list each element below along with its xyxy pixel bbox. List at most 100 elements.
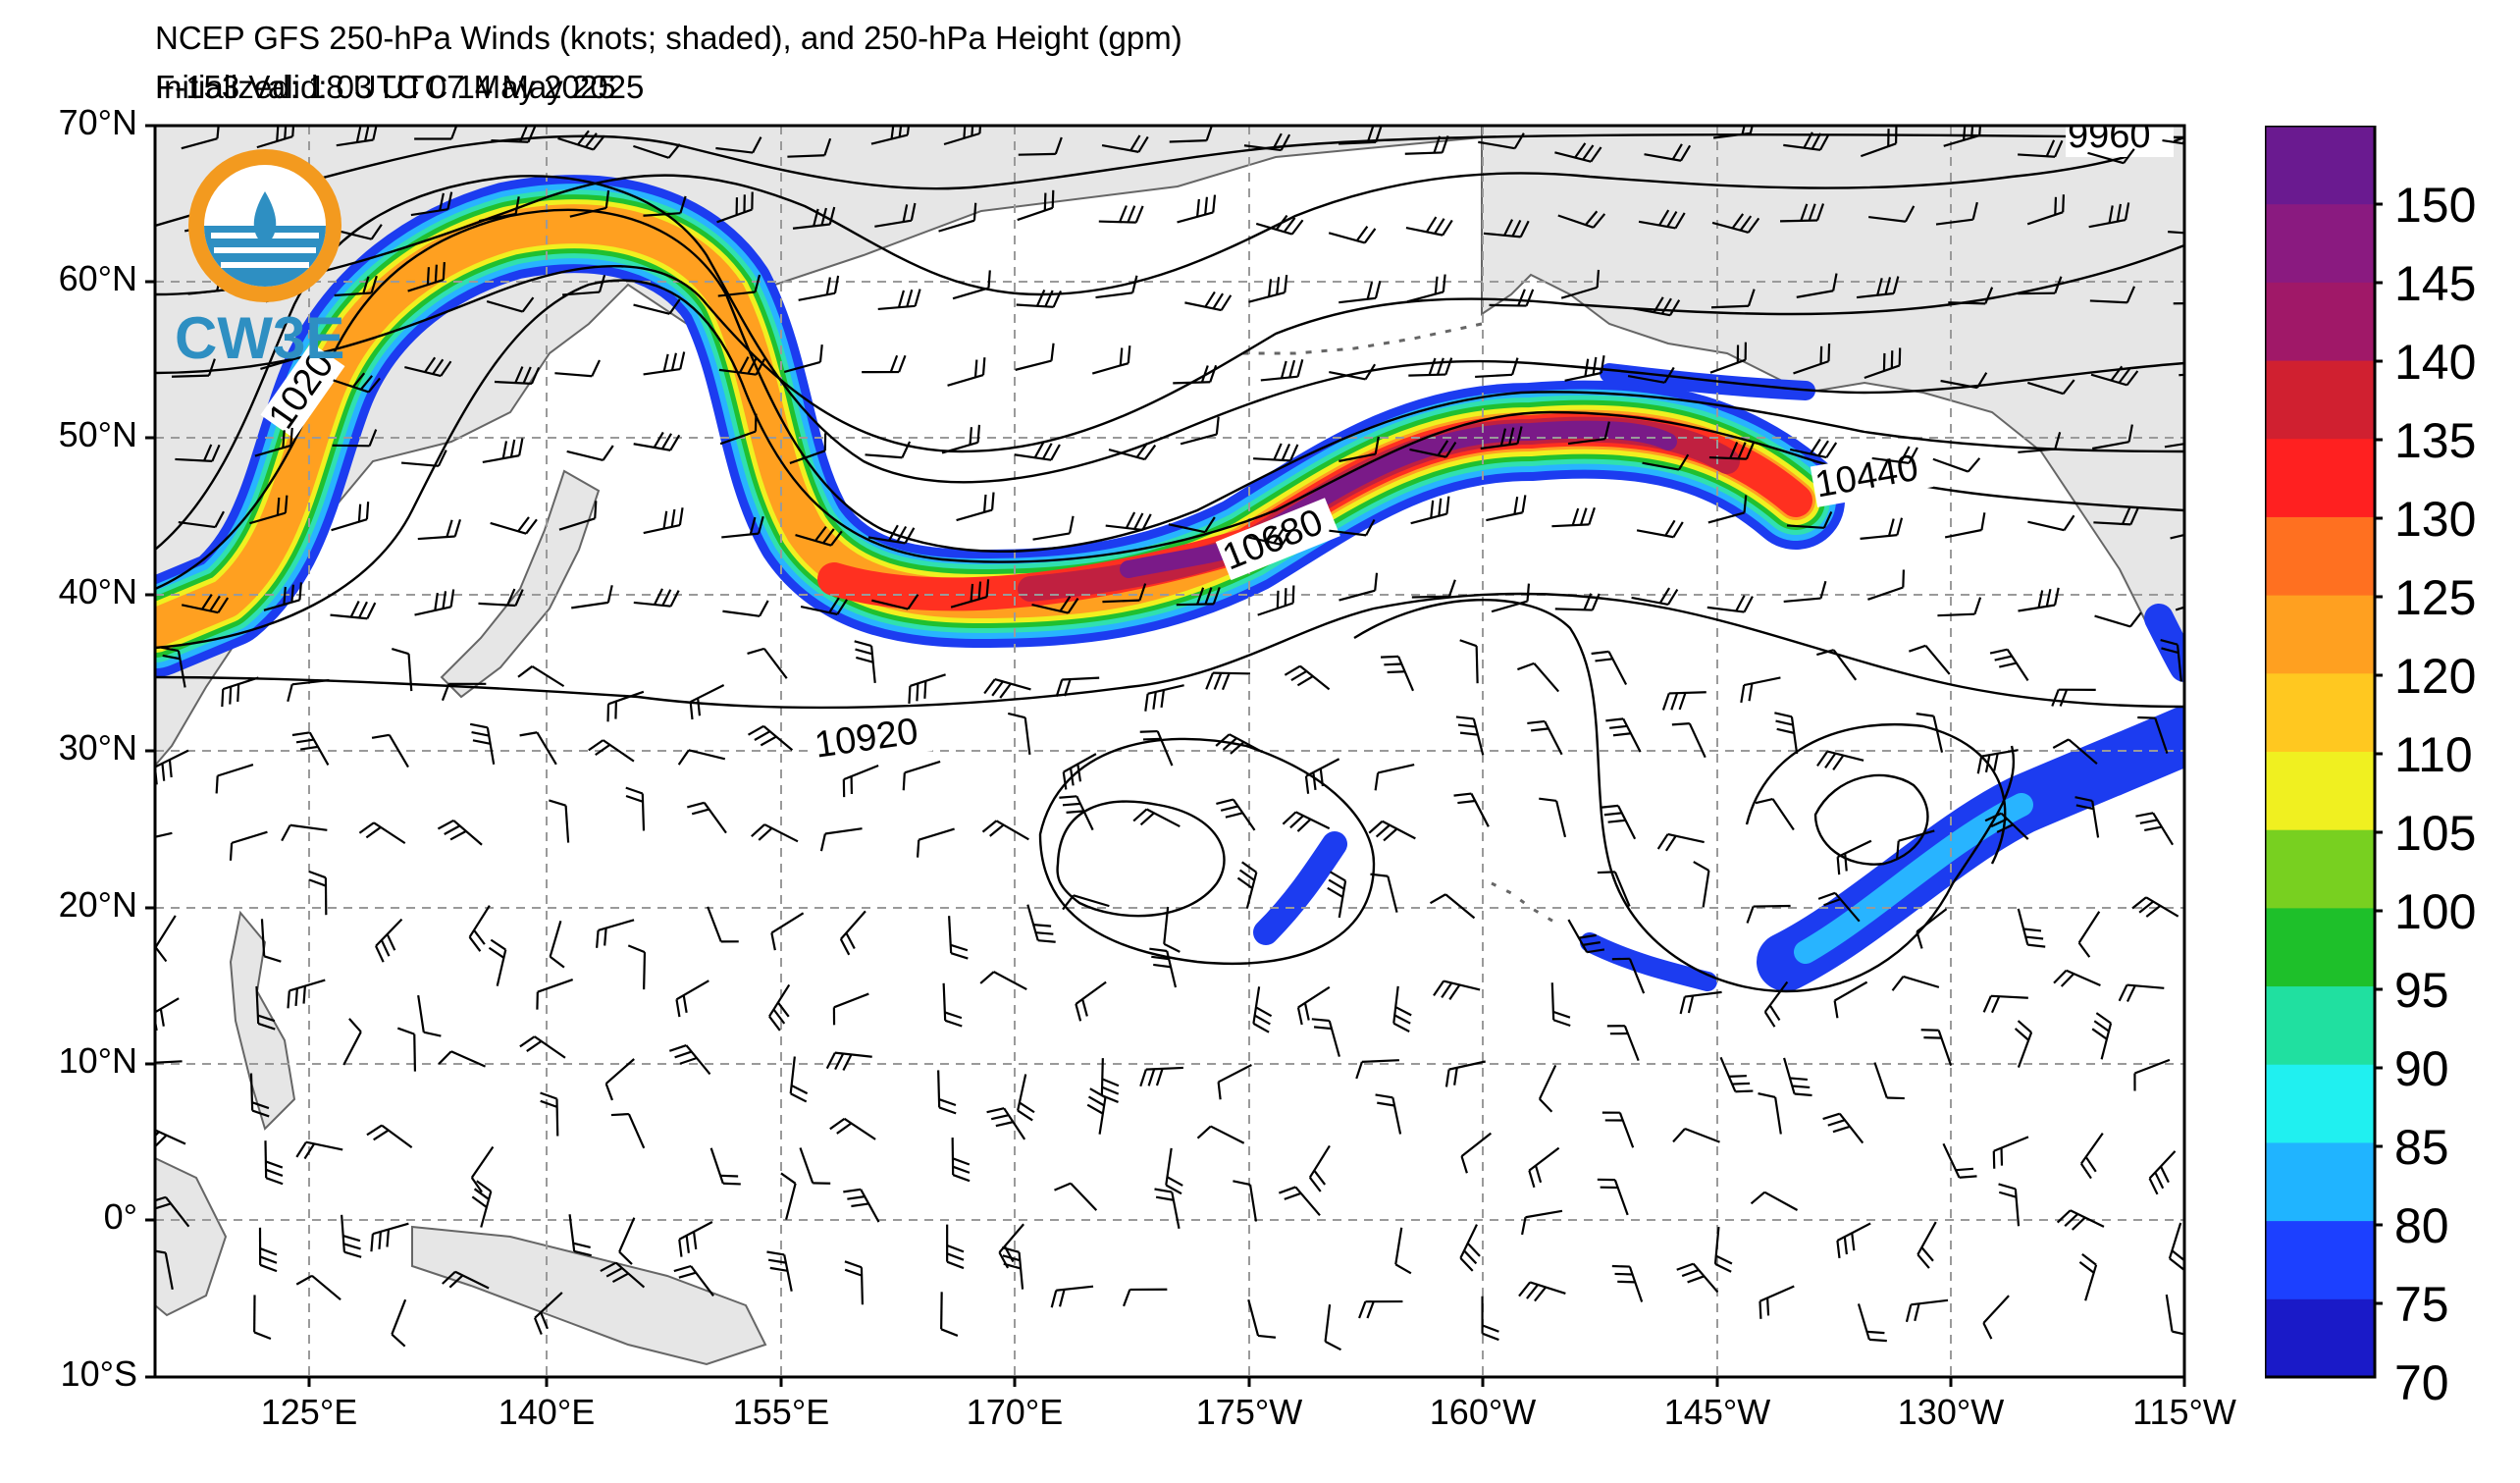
wind-barb (396, 1027, 417, 1072)
wind-barb (633, 298, 681, 315)
wind-barb (161, 646, 186, 688)
wind-barb (1564, 355, 1605, 382)
colorbar-label-80: 80 (2394, 1198, 2449, 1253)
wind-barb (627, 944, 647, 990)
wind-barb (675, 980, 709, 1018)
colorbar-label-105: 105 (2394, 806, 2477, 861)
wind-barb (417, 994, 442, 1037)
wind-barb (1410, 496, 1450, 525)
wind-barb (1324, 1304, 1342, 1351)
wind-barb (1486, 495, 1527, 522)
wind-barb (249, 1073, 270, 1118)
wind-barb (1816, 649, 1858, 681)
wind-barb (1408, 357, 1453, 377)
wind-barb (2026, 379, 2075, 396)
wind-barb (1944, 512, 1986, 539)
wind-barb (1693, 861, 1710, 908)
wind-barb (1605, 717, 1642, 753)
wind-barb (2168, 231, 2184, 235)
wind-barb (1873, 1062, 1905, 1100)
wind-barb (1763, 980, 1789, 1028)
wind-barb (253, 1295, 272, 1340)
wind-barb (470, 1145, 495, 1193)
colorbar-swatch (2265, 1298, 2375, 1378)
wind-barb (1091, 345, 1131, 375)
wind-barb (1817, 891, 1861, 923)
wind-barb (1018, 136, 1063, 156)
wind-barb (1453, 792, 1490, 827)
wind-barb (787, 137, 832, 158)
wind-barb (155, 831, 173, 838)
wind-barb (1165, 1147, 1183, 1195)
wind-barb (1710, 289, 1756, 309)
wind-barb (1059, 795, 1094, 831)
wind-barb (842, 764, 879, 798)
wind-barb (2137, 715, 2169, 754)
lon-label-170e: 170°E (966, 1392, 1064, 1432)
wind-barb (358, 821, 406, 845)
wind-barb (517, 665, 565, 688)
wind-barb (258, 1227, 278, 1273)
wind-barb (2018, 139, 2064, 158)
wind-barb (281, 823, 328, 842)
wind-barb (1459, 639, 1479, 684)
wind-barb (1780, 203, 1825, 223)
wind-barb (2170, 533, 2184, 540)
wind-barb (1935, 201, 1978, 226)
wind-barb (482, 438, 524, 464)
lon-label-130w: 130°W (1897, 1392, 2005, 1432)
wind-barb (171, 358, 216, 378)
wind-barb (1644, 143, 1692, 162)
wind-barb (1483, 219, 1530, 238)
wind-barb (1017, 189, 1055, 222)
wind-barb (625, 786, 646, 831)
wind-barb (707, 906, 739, 943)
wind-barb (1706, 595, 1754, 613)
wind-barb (1916, 908, 1948, 949)
wind-barb (1284, 664, 1331, 691)
wind-barb (1062, 753, 1097, 790)
wind-barb (717, 274, 761, 297)
wind-barb (1381, 655, 1415, 692)
wind-barb (1796, 273, 1838, 298)
wind-barb (1992, 1136, 2029, 1169)
lat-label-30n: 30°N (58, 727, 137, 768)
lon-label-175w: 175°W (1195, 1392, 1303, 1432)
wind-barb (1916, 1221, 1937, 1269)
wind-barb (1180, 416, 1220, 446)
wind-barb (569, 189, 610, 218)
wind-barb (181, 126, 220, 150)
wind-barb (215, 764, 254, 794)
wind-barb (155, 1195, 190, 1228)
wind-barb (916, 827, 955, 858)
wind-barb (1517, 662, 1560, 693)
wind-barb (1252, 986, 1273, 1033)
wind-barb (333, 372, 381, 394)
wind-barb (1329, 363, 1377, 381)
colorbar-swatch (2265, 1064, 2375, 1143)
jet-stream-shading (155, 224, 2184, 991)
wind-barb (1672, 1127, 1720, 1143)
wind-barb (1758, 1092, 1782, 1135)
wind-barb (719, 413, 758, 446)
wind-barb (471, 1180, 493, 1228)
wind-barb (1429, 893, 1476, 920)
wind-barb (1311, 1018, 1340, 1057)
wind-barb (1636, 519, 1684, 539)
wind-barb (877, 289, 921, 311)
wind-barb (606, 690, 645, 722)
wind-barb (1783, 580, 1827, 604)
wind-barb (843, 1188, 880, 1223)
wind-barb (375, 918, 403, 963)
wind-barb (2093, 507, 2139, 526)
wind-barb (1032, 515, 1075, 541)
wind-barb (1538, 1064, 1557, 1113)
colorbar-swatch (2265, 595, 2375, 674)
wind-barb (1557, 210, 1606, 229)
wind-barb (1786, 510, 1833, 529)
wind-barb (562, 274, 606, 296)
wind-barb (1102, 583, 1147, 604)
wind-barb (181, 593, 230, 614)
wind-barb (371, 733, 409, 768)
